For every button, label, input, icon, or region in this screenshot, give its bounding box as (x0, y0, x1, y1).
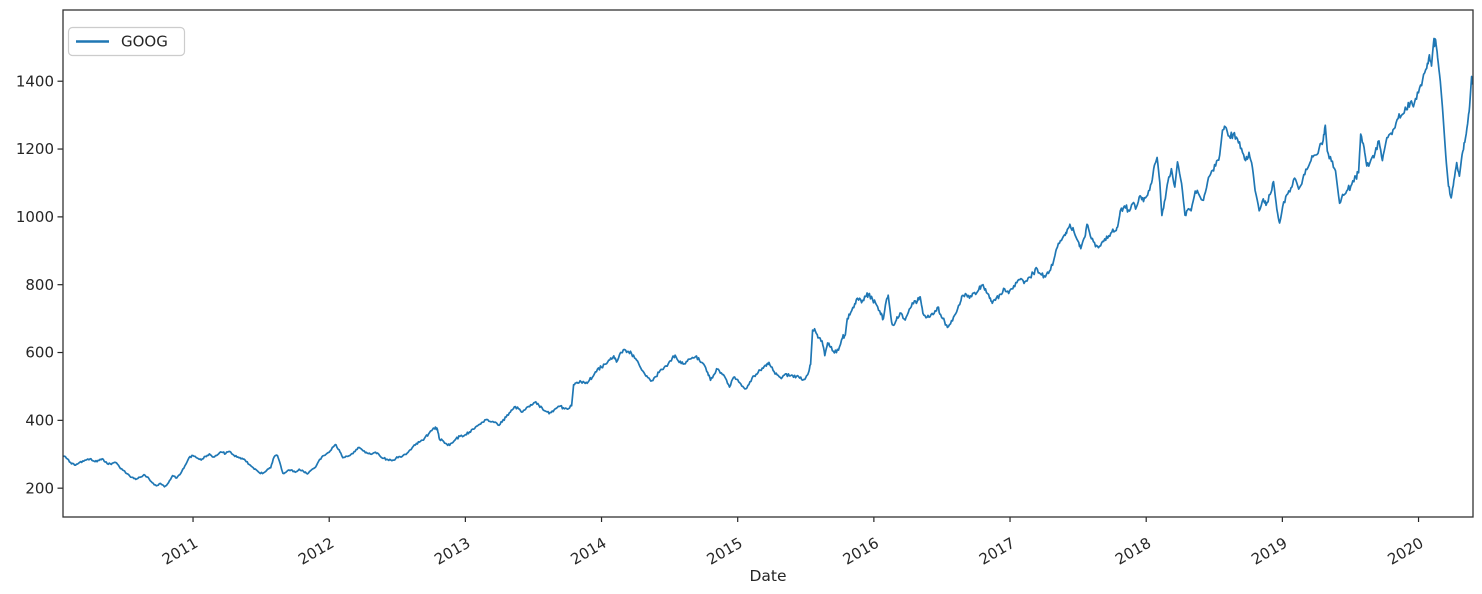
y-tick-label: 1200 (16, 140, 54, 158)
x-tick-label: 2014 (567, 534, 609, 569)
legend-label: GOOG (121, 33, 168, 51)
x-tick-label: 2013 (431, 534, 473, 569)
x-tick-label: 2017 (976, 534, 1018, 569)
y-tick-label: 400 (25, 412, 54, 430)
price-series (63, 37, 1473, 488)
y-tick-label: 1400 (16, 72, 54, 90)
x-tick-label: 2012 (295, 534, 337, 569)
legend-box (67, 26, 186, 57)
y-tick-label: 600 (25, 344, 54, 362)
x-tick-label: 2018 (1112, 534, 1154, 569)
y-tick-label: 800 (25, 276, 54, 294)
y-tick-label: 1000 (16, 208, 54, 226)
x-tick-label: 2015 (704, 534, 746, 569)
plot-area (63, 10, 1473, 517)
x-tick-label: 2011 (159, 534, 201, 569)
legend: GOOG (67, 26, 186, 57)
goog-price-line (63, 37, 1473, 488)
x-tick-label: 2016 (840, 534, 882, 569)
x-tick-label: 2019 (1248, 534, 1290, 569)
x-tick-label: 2020 (1384, 534, 1426, 569)
y-tick-label: 200 (25, 479, 54, 497)
x-axis-title: Date (749, 567, 786, 585)
axes-spines (62, 9, 1474, 518)
